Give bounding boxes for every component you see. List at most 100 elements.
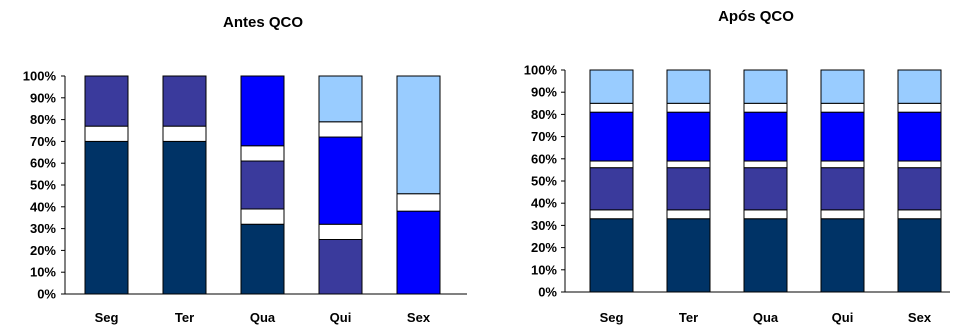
bar-segment [666,69,711,104]
bar-segment [743,111,788,162]
bar-segment [240,160,285,210]
y-tick-label: 90% [30,90,56,105]
x-category-label: Qui [330,310,352,325]
y-tick-label: 20% [531,240,557,255]
bar-segment [240,223,285,295]
bar-segment [897,209,942,220]
bar-segment [84,125,129,142]
bar-segment [318,239,363,295]
bar-segment [589,167,634,211]
bar-segment [589,102,634,113]
bar-qua [240,75,285,295]
bar-segment [743,69,788,104]
y-tick-label: 20% [30,243,56,258]
bar-segment [666,218,711,293]
y-tick-label: 10% [30,265,56,280]
bar-segment [820,102,865,113]
x-category-label: Ter [679,310,698,325]
y-tick-label: 0% [538,285,557,300]
bar-qui [820,69,865,293]
bar-seg [84,75,129,295]
bar-segment [318,75,363,123]
bar-segment [589,218,634,293]
y-tick-labels: 0% 10% 20% 30% 40% 50% 60% 70% 80% 90% 100% [23,69,57,302]
bar-segment [743,167,788,211]
bar-segment [240,208,285,225]
bar-qua [743,69,788,293]
y-tick-label: 0% [37,287,56,302]
bar-segment [162,140,207,295]
y-tick-label: 90% [531,85,557,100]
bar-segment [240,75,285,147]
bar-segment [162,75,207,127]
y-tick-label: 100% [524,63,558,78]
bar-segment [84,140,129,295]
x-category-label: Sex [407,310,431,325]
bar-sex [396,75,441,295]
x-category-label: Qua [753,310,779,325]
y-tick-label: 60% [531,151,557,166]
bar-segment [897,218,942,293]
x-category-label: Qui [832,310,854,325]
bar-segment [396,193,441,212]
y-tick-label: 50% [531,174,557,189]
bar-segment [820,167,865,211]
y-tick-labels: 0% 10% 20% 30% 40% 50% 60% 70% 80% 90% 100% [524,63,558,300]
y-tick-label: 70% [531,129,557,144]
bar-segment [897,167,942,211]
y-tick-label: 70% [30,134,56,149]
bar-segment [820,111,865,162]
bar-segment [666,209,711,220]
bar-segment [396,210,441,295]
x-category-label: Ter [175,310,194,325]
bar-segment [897,160,942,169]
y-tick-label: 80% [531,107,557,122]
bar-segment [820,160,865,169]
x-category-label: Seg [600,310,624,325]
y-tick-label: 10% [531,262,557,277]
bar-segment [666,167,711,211]
bar-segment [589,160,634,169]
x-category-label: Qua [250,310,276,325]
y-tick-label: 80% [30,112,56,127]
bar-sex [897,69,942,293]
y-tick-label: 60% [30,156,56,171]
bar-segment [820,209,865,220]
bar-segment [84,75,129,127]
bar-segment [897,69,942,104]
x-category-label: Sex [908,310,932,325]
bar-segment [743,160,788,169]
chart-antes-qco: Antes QCO 0% 10% 20% 30% 40% 50% 60% 70% 80% 90% 1… [23,14,467,325]
bars-group [84,75,441,295]
bar-ter [666,69,711,293]
chart-title: Após QCO [718,8,794,25]
bar-segment [743,209,788,220]
bar-segment [820,218,865,293]
bar-segment [897,102,942,113]
bar-segment [666,160,711,169]
bar-ter [162,75,207,295]
y-tick-label: 50% [30,178,56,193]
x-category-labels: Seg Ter Qua Qui Sex [600,310,932,325]
y-tick-label: 40% [30,199,56,214]
bar-segment [318,223,363,241]
bar-segment [318,121,363,138]
bar-segment [897,111,942,162]
bar-segment [589,69,634,104]
bar-seg [589,69,634,293]
bars-group [589,69,942,293]
bar-segment [318,136,363,225]
bar-segment [396,75,441,195]
bar-segment [743,218,788,293]
bar-segment [666,111,711,162]
chart-title: Antes QCO [223,14,303,31]
bar-segment [240,145,285,162]
y-tick-label: 30% [531,218,557,233]
chart-apos-qco: Após QCO 0% 10% 20% 30% 40% 50% 60% 70% 80% 90% 10… [524,8,950,325]
bar-segment [589,111,634,162]
x-category-labels: Seg Ter Qua Qui Sex [95,310,431,325]
axes [61,75,467,295]
x-category-label: Seg [95,310,119,325]
y-tick-label: 30% [30,221,56,236]
